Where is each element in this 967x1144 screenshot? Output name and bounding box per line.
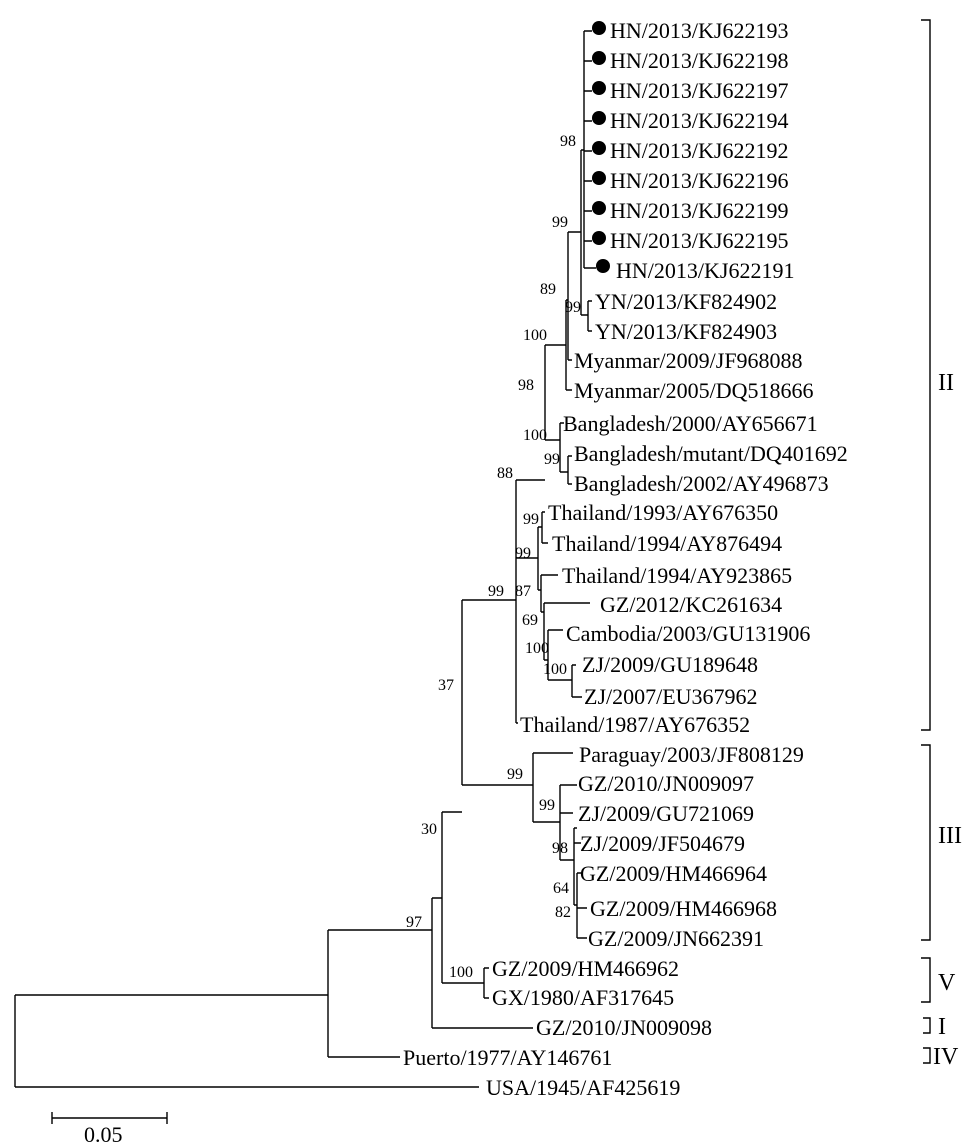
tip-label: Thailand/1987/AY676352 bbox=[520, 712, 750, 737]
group-label-V: V bbox=[938, 970, 956, 996]
tip-label: GZ/2009/HM466964 bbox=[580, 861, 767, 886]
bootstrap-value: 98 bbox=[560, 133, 576, 150]
bootstrap-value: 64 bbox=[553, 880, 569, 897]
tip-label: GZ/2010/JN009098 bbox=[536, 1015, 712, 1040]
tip-label: GZ/2009/HM466962 bbox=[492, 956, 679, 981]
marker-dot bbox=[592, 201, 606, 215]
bootstrap-value: 69 bbox=[522, 612, 538, 629]
tip-labels: HN/2013/KJ622193 HN/2013/KJ622198 HN/201… bbox=[403, 18, 848, 1100]
marker-dot bbox=[592, 171, 606, 185]
marker-dot bbox=[592, 231, 606, 245]
tip-label: USA/1945/AF425619 bbox=[486, 1075, 680, 1100]
tip-label: Puerto/1977/AY146761 bbox=[403, 1045, 612, 1070]
group-brackets bbox=[921, 19, 931, 1064]
tip-label: Bangladesh/2000/AY656671 bbox=[563, 411, 818, 436]
bootstrap-value: 100 bbox=[523, 327, 547, 344]
tip-label: YN/2013/KF824902 bbox=[595, 289, 777, 314]
bracket-I bbox=[923, 1017, 931, 1034]
tip-label: ZJ/2009/GU189648 bbox=[582, 652, 758, 677]
tip-label: GZ/2012/KC261634 bbox=[600, 592, 782, 617]
bootstrap-value: 98 bbox=[518, 377, 534, 394]
bootstrap-value: 99 bbox=[552, 214, 568, 231]
group-label-II: II bbox=[938, 370, 954, 396]
scale-bar-line bbox=[51, 1112, 168, 1124]
bootstrap-value: 37 bbox=[438, 677, 454, 694]
marked-sample-dots bbox=[592, 21, 610, 273]
group-label-III: III bbox=[938, 823, 962, 849]
tip-label: HN/2013/KJ622194 bbox=[610, 108, 788, 133]
marker-dot bbox=[592, 111, 606, 125]
bootstrap-value: 100 bbox=[449, 964, 473, 981]
marker-dot bbox=[596, 259, 610, 273]
bootstrap-value: 99 bbox=[488, 583, 504, 600]
tip-label: HN/2013/KJ622191 bbox=[616, 258, 794, 283]
tip-label: HN/2013/KJ622198 bbox=[610, 48, 788, 73]
tip-label: Bangladesh/mutant/DQ401692 bbox=[574, 441, 848, 466]
bootstrap-value: 98 bbox=[552, 840, 568, 857]
tip-label: Thailand/1993/AY676350 bbox=[548, 500, 778, 525]
tip-label: HN/2013/KJ622192 bbox=[610, 138, 788, 163]
bracket-V bbox=[921, 957, 931, 1003]
bootstrap-value: 100 bbox=[523, 427, 547, 444]
bootstrap-value: 99 bbox=[515, 545, 531, 562]
bootstrap-value: 100 bbox=[525, 640, 549, 657]
tip-label: HN/2013/KJ622195 bbox=[610, 228, 788, 253]
tip-label: Myanmar/2005/DQ518666 bbox=[574, 378, 814, 403]
tip-label: HN/2013/KJ622199 bbox=[610, 198, 788, 223]
bootstrap-value: 100 bbox=[543, 661, 567, 678]
marker-dot bbox=[592, 21, 606, 35]
bootstrap-value: 99 bbox=[523, 511, 539, 528]
scale-bar-label: 0.05 bbox=[84, 1122, 123, 1144]
marker-dot bbox=[592, 141, 606, 155]
tree-branches bbox=[14, 30, 596, 1088]
bootstrap-value: 30 bbox=[421, 821, 437, 838]
bootstrap-value: 82 bbox=[555, 904, 571, 921]
tip-label: ZJ/2009/JF504679 bbox=[580, 831, 745, 856]
tip-label: Myanmar/2009/JF968088 bbox=[574, 348, 803, 373]
tip-label: GZ/2009/HM466968 bbox=[590, 896, 777, 921]
bootstrap-value: 99 bbox=[539, 797, 555, 814]
tip-label: Thailand/1994/AY923865 bbox=[562, 563, 792, 588]
tip-label: HN/2013/KJ622197 bbox=[610, 78, 788, 103]
group-labels: II III V I IV bbox=[933, 370, 962, 1070]
tip-label: Thailand/1994/AY876494 bbox=[552, 531, 782, 556]
tip-label: YN/2013/KF824903 bbox=[595, 319, 777, 344]
group-label-I: I bbox=[938, 1014, 946, 1040]
bootstrap-value: 99 bbox=[544, 451, 560, 468]
tip-label: Paraguay/2003/JF808129 bbox=[579, 742, 804, 767]
bootstrap-value: 99 bbox=[507, 766, 523, 783]
tip-label: ZJ/2007/EU367962 bbox=[584, 684, 758, 709]
tip-label: HN/2013/KJ622196 bbox=[610, 168, 788, 193]
bootstrap-value: 88 bbox=[497, 465, 513, 482]
bracket-II bbox=[921, 19, 931, 731]
tip-label: GZ/2009/JN662391 bbox=[588, 926, 764, 951]
bootstrap-value: 87 bbox=[515, 583, 531, 600]
bracket-IV bbox=[923, 1047, 931, 1064]
bootstrap-value: 89 bbox=[540, 281, 556, 298]
group-label-IV: IV bbox=[933, 1044, 959, 1070]
tip-label: GX/1980/AF317645 bbox=[492, 985, 674, 1010]
marker-dot bbox=[592, 81, 606, 95]
tip-label: HN/2013/KJ622193 bbox=[610, 18, 788, 43]
bootstrap-value: 97 bbox=[406, 914, 422, 931]
tip-label: Cambodia/2003/GU131906 bbox=[566, 621, 810, 646]
scale-bar: 0.05 bbox=[51, 1112, 168, 1144]
bootstrap-values: 98 99 99 89 100 98 100 99 88 99 99 87 69… bbox=[406, 133, 581, 981]
tip-label: ZJ/2009/GU721069 bbox=[578, 801, 754, 826]
bootstrap-value: 99 bbox=[565, 299, 581, 316]
tip-label: Bangladesh/2002/AY496873 bbox=[574, 471, 829, 496]
marker-dot bbox=[592, 51, 606, 65]
bracket-III bbox=[921, 744, 931, 941]
tip-label: GZ/2010/JN009097 bbox=[578, 771, 754, 796]
